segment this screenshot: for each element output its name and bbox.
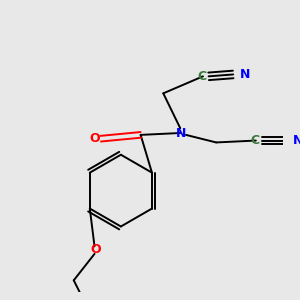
Text: O: O — [90, 243, 101, 256]
Text: O: O — [89, 132, 100, 145]
Text: N: N — [240, 68, 250, 81]
Text: N: N — [293, 134, 300, 147]
Text: N: N — [176, 127, 186, 140]
Text: C: C — [250, 134, 260, 147]
Text: C: C — [197, 70, 207, 83]
